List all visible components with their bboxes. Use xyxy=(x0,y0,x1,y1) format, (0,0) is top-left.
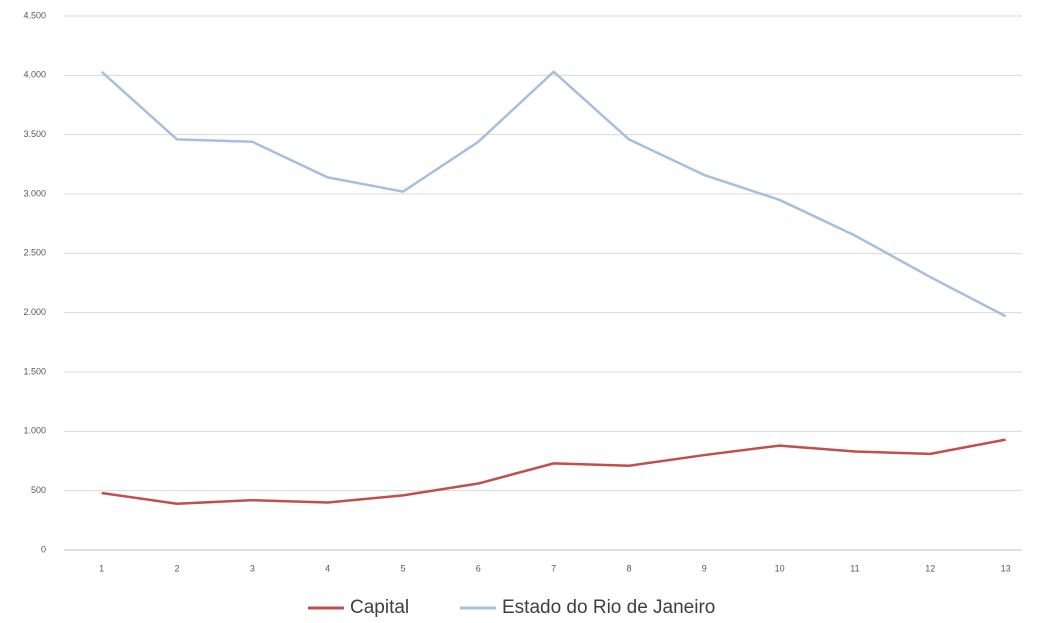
x-tick-label: 13 xyxy=(1001,563,1011,573)
y-tick-label: 4.500 xyxy=(23,10,46,20)
x-tick-label: 3 xyxy=(250,563,255,573)
x-tick-label: 11 xyxy=(850,563,859,573)
y-tick-label: 2.500 xyxy=(23,248,46,258)
x-tick-label: 8 xyxy=(626,563,631,573)
y-tick-label: 4.000 xyxy=(23,70,46,80)
x-tick-label: 2 xyxy=(174,563,179,573)
x-tick-label: 12 xyxy=(925,563,935,573)
y-tick-label: 3.500 xyxy=(23,129,46,139)
x-tick-label: 10 xyxy=(775,563,785,573)
x-tick-label: 7 xyxy=(551,563,556,573)
series-line xyxy=(100,70,1007,318)
x-tick-label: 5 xyxy=(400,563,405,573)
y-tick-label: 500 xyxy=(31,485,46,495)
x-tick-label: 1 xyxy=(99,563,104,573)
y-tick-label: 1.500 xyxy=(23,366,46,376)
x-tick-label: 9 xyxy=(702,563,707,573)
x-tick-label: 4 xyxy=(325,563,330,573)
legend-label: Capital xyxy=(350,597,409,618)
y-tick-label: 1.000 xyxy=(23,426,46,436)
y-tick-label: 0 xyxy=(41,544,46,554)
series-line xyxy=(101,438,1006,505)
x-tick-label: 6 xyxy=(476,563,481,573)
y-tick-label: 2.000 xyxy=(23,307,46,317)
legend-label: Estado do Rio de Janeiro xyxy=(502,597,715,618)
y-tick-label: 3.000 xyxy=(23,188,46,198)
